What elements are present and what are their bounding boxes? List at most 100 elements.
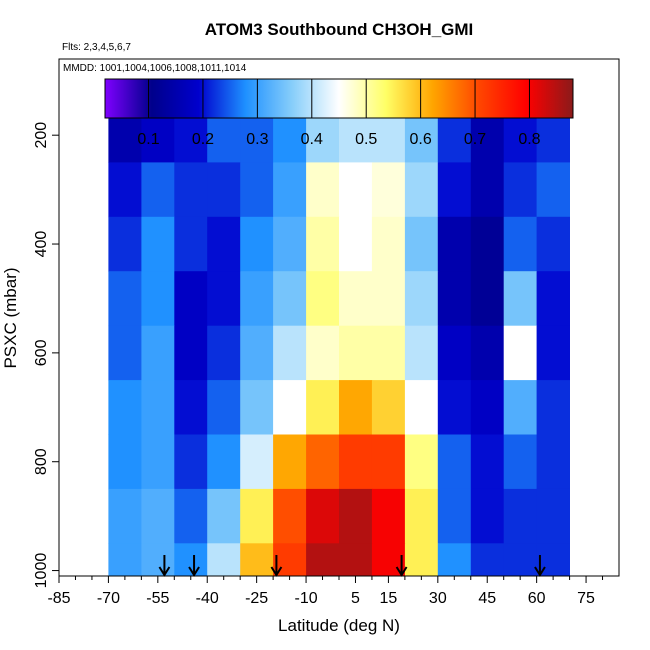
heatmap-cell xyxy=(108,380,142,435)
x-tick-label: 5 xyxy=(351,590,360,607)
colorbar-tick-label: 0.2 xyxy=(192,131,214,148)
colorbar-tick-label: 0.5 xyxy=(355,131,377,148)
heatmap-cell xyxy=(207,434,241,490)
heatmap-cell xyxy=(240,271,274,327)
heatmap-cell xyxy=(240,380,274,435)
heatmap-cell xyxy=(207,543,241,577)
heatmap-cell xyxy=(273,216,307,272)
heatmap-cell xyxy=(339,543,373,577)
heatmap-cell xyxy=(470,162,505,218)
heatmap-cell xyxy=(503,325,538,381)
x-axis-label: Latitude (deg N) xyxy=(278,616,400,635)
heatmap-cell xyxy=(470,325,505,381)
profile-markers xyxy=(158,555,546,577)
colorbar-tick-label: 0.4 xyxy=(301,131,323,148)
heatmap-cell xyxy=(503,380,538,435)
heatmap-cell xyxy=(273,162,307,218)
y-tick-label: 800 xyxy=(33,448,50,475)
heatmap-cell xyxy=(503,434,538,490)
y-axis-label: PSXC (mbar) xyxy=(1,267,20,368)
colorbar-tick-label: 0.1 xyxy=(137,131,159,148)
heatmap-cell xyxy=(404,271,439,327)
heatmap-cell xyxy=(437,162,472,218)
heatmap-cell xyxy=(437,325,472,381)
heatmap-cell xyxy=(207,271,241,327)
heatmap-cell xyxy=(207,380,241,435)
heatmap-cell xyxy=(174,434,208,490)
colorbar-tick-label: 0.8 xyxy=(518,131,540,148)
heatmap-cell xyxy=(339,162,373,218)
heatmap-cell xyxy=(437,543,472,577)
heatmap-cell xyxy=(108,216,142,272)
heatmap-cell xyxy=(470,216,505,272)
heatmap-cell xyxy=(404,325,439,381)
flights-label: Flts: 2,3,4,5,6,7 xyxy=(62,42,131,53)
heatmap-cell xyxy=(240,325,274,381)
heatmap-cell xyxy=(437,434,472,490)
heatmap-cell xyxy=(108,434,142,490)
y-tick-label: 600 xyxy=(33,339,50,366)
heatmap-cell xyxy=(404,543,439,577)
x-tick-label: 30 xyxy=(429,590,447,607)
heatmap-cell xyxy=(503,271,538,327)
heatmap-cell xyxy=(174,162,208,218)
heatmap-cell xyxy=(141,488,175,544)
chart-title: ATOM3 Southbound CH3OH_GMI xyxy=(205,20,474,39)
heatmap-cell xyxy=(371,162,406,218)
heatmap-cell xyxy=(273,380,307,435)
profile-marker-arrow xyxy=(534,555,546,577)
x-tick-label: -85 xyxy=(47,590,70,607)
heatmap-cell xyxy=(207,216,241,272)
heatmap-cell xyxy=(470,271,505,327)
heatmap-cell xyxy=(404,434,439,490)
heatmap-cell xyxy=(141,434,175,490)
heatmap xyxy=(108,108,570,577)
heatmap-cell xyxy=(108,543,142,577)
heatmap-cell xyxy=(470,380,505,435)
heatmap-cell xyxy=(141,325,175,381)
heatmap-cell xyxy=(306,380,340,435)
heatmap-cell xyxy=(174,325,208,381)
heatmap-cell xyxy=(503,162,538,218)
x-tick-label: -55 xyxy=(146,590,169,607)
x-tick-label: 15 xyxy=(380,590,398,607)
colorbar-tick-label: 0.3 xyxy=(246,131,268,148)
heatmap-cell xyxy=(339,216,373,272)
heatmap-cell xyxy=(273,325,307,381)
heatmap-cell xyxy=(108,162,142,218)
heatmap-cell xyxy=(339,488,373,544)
mmdd-label: MMDD: 1001,1004,1006,1008,1011,1014 xyxy=(63,63,247,74)
colorbar-tick-label: 0.7 xyxy=(464,131,486,148)
x-tick-label: -40 xyxy=(196,590,219,607)
heatmap-cell xyxy=(174,271,208,327)
heatmap-cell xyxy=(371,271,406,327)
x-tick-label: -25 xyxy=(245,590,268,607)
heatmap-cell xyxy=(437,488,472,544)
heatmap-cell xyxy=(108,325,142,381)
heatmap-cell xyxy=(174,380,208,435)
heatmap-cell xyxy=(470,488,505,544)
heatmap-cell xyxy=(371,488,406,544)
heatmap-cell xyxy=(141,162,175,218)
heatmap-cell xyxy=(470,543,505,577)
heatmap-cell xyxy=(536,271,570,327)
y-tick-label: 200 xyxy=(33,122,50,149)
heatmap-cell xyxy=(404,380,439,435)
y-axis: 200 400 600 800 1000 xyxy=(33,122,59,588)
x-tick-label: -10 xyxy=(294,590,317,607)
heatmap-cell xyxy=(503,543,538,577)
heatmap-cell xyxy=(141,271,175,327)
heatmap-cell xyxy=(371,380,406,435)
heatmap-cell xyxy=(371,325,406,381)
heatmap-cell xyxy=(306,216,340,272)
x-tick-label: 60 xyxy=(528,590,546,607)
heatmap-cell xyxy=(207,488,241,544)
heatmap-cell xyxy=(306,488,340,544)
x-tick-label: 75 xyxy=(577,590,595,607)
heatmap-cell xyxy=(141,543,175,577)
heatmap-cell xyxy=(339,325,373,381)
heatmap-cell xyxy=(207,325,241,381)
heatmap-cell xyxy=(306,271,340,327)
heatmap-cell xyxy=(503,488,538,544)
